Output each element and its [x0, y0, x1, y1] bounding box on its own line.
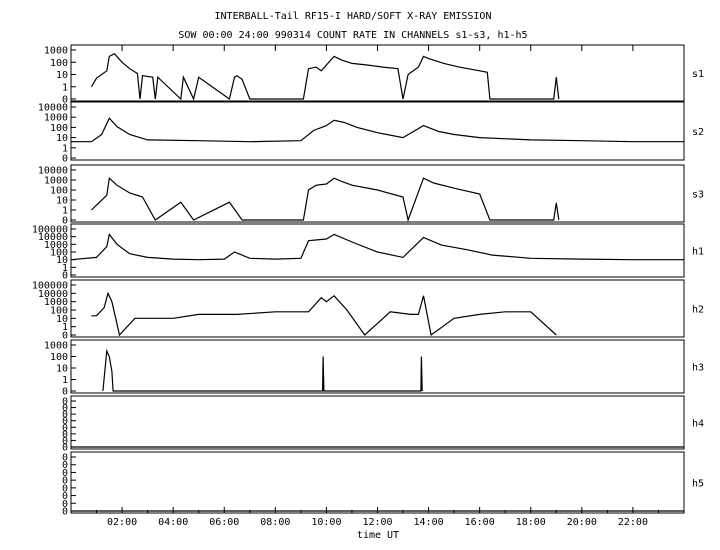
panel-frame: [70, 164, 685, 223]
y-tick-label: 0: [62, 460, 68, 471]
y-tick-label: 0: [62, 436, 68, 447]
y-tick-label: 0: [62, 416, 68, 427]
x-tick-label: 18:00: [516, 517, 546, 528]
panel-label: h4: [692, 419, 704, 430]
y-tick-label: 1: [62, 322, 68, 333]
y-tick-label: 0: [62, 397, 68, 408]
y-tick-label: 0: [62, 423, 68, 434]
panel-label: h2: [692, 305, 704, 316]
y-tick-label: 0: [62, 453, 68, 464]
panel-label: h1: [692, 247, 704, 258]
panel-frame: [70, 451, 685, 514]
panel-frame: [70, 279, 685, 338]
chart-title: INTERBALL-Tail RF15-I HARD/SOFT X-RAY EM…: [215, 11, 492, 22]
y-tick-label: 0: [62, 499, 68, 510]
panel-label: s3: [692, 190, 704, 201]
panel-frame: [70, 101, 685, 161]
y-tick-label: 10: [56, 314, 68, 325]
y-tick-label: 10: [56, 70, 68, 81]
y-tick-label: 100: [50, 306, 68, 317]
y-tick-label: 1000: [44, 341, 68, 352]
x-tick-label: 16:00: [465, 517, 495, 528]
y-tick-label: 1000: [44, 176, 68, 187]
series-s1: [90, 52, 560, 101]
x-tick-label: 20:00: [567, 517, 597, 528]
panels: 10001001010s11000010001001010s2100001000…: [32, 44, 704, 518]
y-tick-label: 0: [62, 483, 68, 494]
panel-frame: [70, 44, 685, 102]
panel-frame: [70, 395, 685, 450]
x-axis-label: time UT: [357, 530, 399, 541]
y-tick-label: 0: [62, 216, 68, 227]
series-s3: [90, 176, 560, 223]
series-s2: [71, 117, 684, 143]
x-tick-label: 08:00: [260, 517, 290, 528]
y-tick-label: 0: [62, 476, 68, 487]
y-tick-label: 10: [56, 255, 68, 266]
panel-label: h5: [692, 479, 704, 490]
y-tick-label: 10: [56, 196, 68, 207]
y-tick-label: 0: [62, 95, 68, 106]
y-tick-label: 0: [62, 271, 68, 282]
y-tick-label: 10000: [38, 232, 68, 243]
series-h1: [70, 233, 684, 261]
y-tick-label: 0: [62, 468, 68, 479]
panel-label: h3: [692, 363, 704, 374]
series-h3: [102, 348, 423, 392]
x-tick-label: 22:00: [618, 517, 648, 528]
y-tick-label: 0: [62, 491, 68, 502]
panel-label: s1: [692, 69, 704, 80]
panel-label: s2: [692, 127, 704, 138]
y-tick-label: 1: [62, 82, 68, 93]
y-tick-label: 0: [62, 429, 68, 440]
panel-frame: [70, 339, 685, 394]
y-tick-label: 100: [50, 58, 68, 69]
y-tick-label: 1000: [44, 113, 68, 124]
y-tick-label: 10000: [38, 103, 68, 114]
x-tick-label: 06:00: [209, 517, 239, 528]
y-tick-label: 100: [50, 352, 68, 363]
y-tick-label: 1: [62, 263, 68, 274]
y-tick-label: 100: [50, 186, 68, 197]
y-tick-label: 0: [62, 410, 68, 421]
y-tick-label: 100: [50, 123, 68, 134]
y-tick-label: 0: [62, 403, 68, 414]
y-tick-label: 0: [62, 154, 68, 165]
y-tick-label: 0: [62, 507, 68, 518]
y-tick-label: 10000: [38, 166, 68, 177]
y-tick-label: 100: [50, 248, 68, 259]
x-tick-label: 12:00: [362, 517, 392, 528]
x-tick-label: 02:00: [107, 517, 137, 528]
x-axis: 02:00 04:00 06:00 08:00 10:00 12:00 14:00 16:00…: [96, 45, 659, 528]
y-tick-label: 100000: [32, 225, 68, 236]
y-tick-label: 0: [62, 387, 68, 398]
y-tick-label: 100000: [32, 281, 68, 292]
series-h2: [91, 291, 557, 337]
y-tick-label: 1: [62, 375, 68, 386]
y-tick-label: 1000: [44, 297, 68, 308]
chart-subtitle: SOW 00:00 24:00 990314 COUNT RATE IN CHA…: [178, 30, 527, 41]
y-tick-label: 1: [62, 143, 68, 154]
y-tick-label: 10000: [38, 289, 68, 300]
y-tick-label: 1000: [44, 46, 68, 57]
y-tick-label: 1000: [44, 240, 68, 251]
y-tick-label: 0: [62, 331, 68, 342]
panel-frame: [70, 223, 685, 278]
y-tick-label: 0: [62, 443, 68, 454]
y-tick-label: 10: [56, 364, 68, 375]
y-tick-label: 1: [62, 206, 68, 217]
x-tick-label: 04:00: [158, 517, 188, 528]
x-tick-label: 14:00: [414, 517, 444, 528]
y-tick-label: 10: [56, 133, 68, 144]
x-tick-label: 10:00: [311, 517, 341, 528]
